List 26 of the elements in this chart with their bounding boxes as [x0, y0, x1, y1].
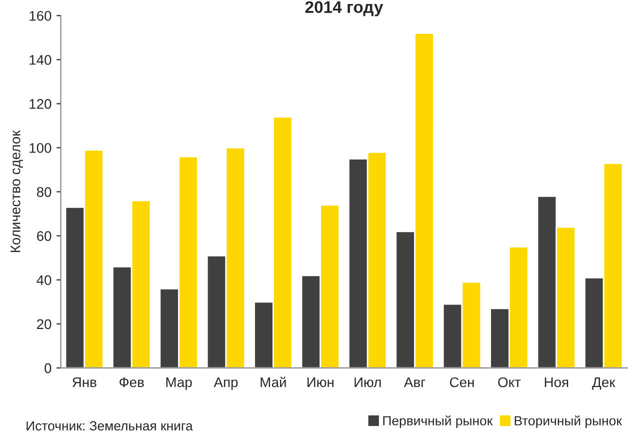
y-tick-label: 160	[30, 10, 52, 21]
x-tick-label: Июн	[308, 377, 334, 388]
y-tick-label: 100	[30, 143, 52, 153]
y-tick-label: 20	[37, 319, 52, 330]
x-tick-label: Авг	[404, 377, 426, 388]
x-tick-label: Сен	[450, 377, 474, 388]
y-tick-label: 120	[30, 99, 52, 109]
y-tick-label: 140	[30, 54, 52, 65]
y-tick-label: 0	[44, 363, 52, 374]
x-tick-label: Ноя	[544, 377, 568, 388]
y-tick-label: 40	[36, 275, 52, 286]
chart-title: 2014 году	[305, 1, 384, 16]
y-axis-title: Количество сделок	[10, 130, 23, 252]
x-tick-label: Май	[260, 376, 286, 388]
text: Источник: Земельная книга	[26, 421, 193, 431]
x-tick-label: Фев	[120, 377, 144, 388]
x-tick-label: Дек	[592, 377, 616, 390]
x-tick-label: Июл	[354, 377, 381, 388]
y-tick-label: 80	[36, 187, 52, 197]
x-tick-label: Мар	[166, 377, 192, 390]
x-tick-label: Апр	[214, 377, 238, 390]
legend-label: Первичный рынок	[383, 416, 493, 428]
y-tick-label: 60	[37, 231, 52, 241]
x-tick-label: Янв	[72, 377, 96, 388]
x-tick-label: Окт	[498, 377, 521, 388]
legend-label: Вторичный рынок	[514, 416, 622, 428]
